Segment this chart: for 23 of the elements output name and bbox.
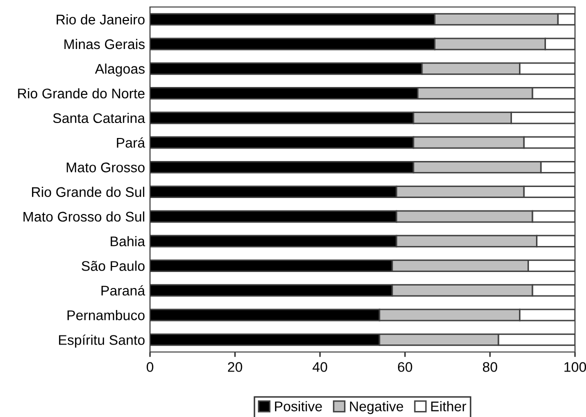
x-tick-label: 100	[564, 362, 586, 372]
y-tick-label: Pernambuco	[68, 310, 145, 320]
y-tick-label: Mato Grosso	[66, 162, 145, 172]
y-tick-label: Pará	[116, 137, 146, 148]
legend-label: Positive	[275, 401, 322, 412]
y-tick-label: Rio Grande do Sul	[32, 186, 144, 197]
x-tick-label: 0	[146, 362, 154, 372]
x-tick-label: 60	[398, 362, 412, 372]
y-tick-label: São Paulo	[82, 260, 145, 271]
y-tick-label: Alagoas	[94, 64, 145, 77]
y-tick-label: Rio Grande do Norte	[18, 88, 145, 98]
x-tick-label: 20	[228, 362, 242, 372]
y-tick-label: Minas Gerais	[64, 38, 145, 50]
legend-label: Negative	[350, 401, 404, 414]
y-tick-label: Mato Grosso do Sul	[24, 211, 144, 222]
y-tick-label: Bahia	[110, 236, 146, 246]
y-tick-label: Rio de Janeiro	[56, 14, 145, 24]
x-tick-label: 40	[312, 362, 328, 372]
x-tick-label: 80	[482, 362, 498, 372]
y-tick-label: Paraná	[101, 285, 146, 296]
y-tick-label: Santa Catarina	[53, 112, 146, 124]
legend-label: Either	[431, 401, 466, 412]
y-tick-label: Espíritu Santo	[59, 334, 145, 348]
